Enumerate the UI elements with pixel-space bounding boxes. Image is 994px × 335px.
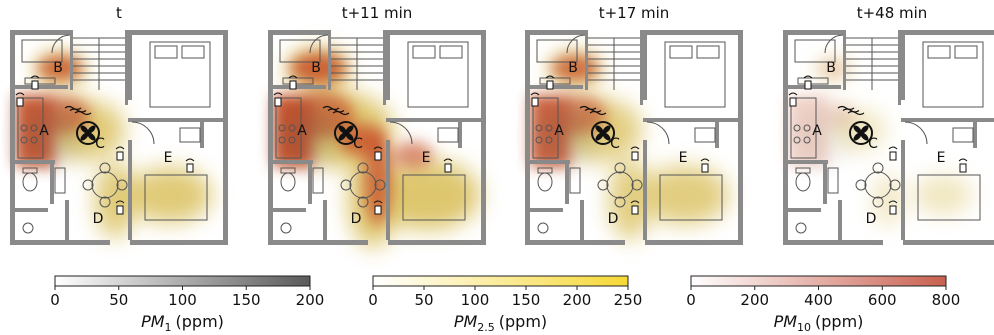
room-label: C: [353, 136, 363, 152]
sensor-icon: [274, 97, 282, 107]
sensor-icon: [374, 151, 382, 161]
sensor-icon: [959, 163, 967, 173]
colorbar-label: PM2.5 (ppm): [454, 312, 547, 334]
colorbar-tick-label: 0: [686, 291, 696, 309]
colorbar-tick-label: 600: [868, 291, 897, 309]
walls: [268, 30, 486, 245]
room-label: B: [568, 60, 578, 76]
room-label: C: [610, 136, 620, 152]
room-label: B: [311, 60, 321, 76]
sensor-icon: [804, 80, 812, 90]
room-label: D: [93, 211, 104, 227]
airflow-lines: [64, 105, 92, 116]
sensor-icon: [789, 97, 797, 107]
room-label: A: [812, 123, 822, 139]
room-label: B: [53, 60, 63, 76]
room-label: E: [937, 150, 946, 166]
sensor-icon: [631, 205, 639, 215]
colorbar-label: PM1 (ppm): [141, 312, 224, 334]
pm1-layer: [278, 105, 338, 165]
walls: [783, 30, 994, 245]
panel-title: t+48 min: [857, 4, 928, 22]
colorbar-tick-label: 150: [232, 291, 261, 309]
furniture: [532, 34, 726, 234]
colorbar-tick-label: 50: [414, 291, 433, 309]
floorplan-panel: t+48 min A B C D E: [783, 4, 994, 245]
room-label: B: [826, 60, 836, 76]
room-label: E: [679, 150, 688, 166]
sensor-icon: [631, 151, 639, 161]
sensors: [15, 75, 195, 215]
sensor-icon: [531, 97, 539, 107]
walls: [525, 30, 743, 245]
colorbar-tick-label: 0: [50, 291, 60, 309]
room-label: E: [164, 150, 173, 166]
panel-title: t+17 min: [599, 4, 670, 22]
sensor-icon: [889, 205, 897, 215]
colorbar-tick-label: 100: [168, 291, 197, 309]
colorbar-tick-label: 50: [109, 291, 128, 309]
walls: [10, 30, 228, 245]
sensor-icon: [889, 151, 897, 161]
pm1-layer: [535, 105, 595, 165]
room-label: D: [608, 211, 619, 227]
room-label: D: [866, 211, 877, 227]
room-label: D: [351, 211, 362, 227]
airflow-lines: [579, 105, 607, 116]
sensor-icon: [374, 205, 382, 215]
airflow-lines: [837, 105, 865, 116]
air-purifier-fan-icon: [849, 121, 873, 145]
room-label: E: [422, 150, 431, 166]
colorbar-label: PM10 (ppm): [774, 312, 864, 334]
sensor-icon: [116, 151, 124, 161]
colorbar-tick-label: 200: [296, 291, 325, 309]
colorbar-tick-label: 800: [932, 291, 961, 309]
colorbar-tick-label: 150: [512, 291, 541, 309]
sensors: [273, 75, 453, 215]
colorbar-gradient: [372, 275, 629, 287]
air-purifier-fan-icon: [76, 121, 100, 145]
colorbar: 0 200 400 600 800 PM10 (ppm): [686, 275, 961, 334]
furniture: [275, 34, 469, 234]
sensors: [530, 75, 710, 215]
colorbar-tick-label: 200: [740, 291, 769, 309]
panel-title: t+11 min: [342, 4, 413, 22]
sensor-icon: [16, 97, 24, 107]
room-label: C: [95, 136, 105, 152]
sensor-icon: [444, 163, 452, 173]
furniture: [790, 34, 984, 234]
sensors: [788, 75, 968, 215]
room-label: A: [39, 123, 49, 139]
sensor-icon: [116, 205, 124, 215]
colorbar-tick-label: 200: [563, 291, 592, 309]
colorbar-tick-label: 400: [804, 291, 833, 309]
colorbar-gradient: [690, 275, 947, 287]
airflow-lines: [322, 105, 350, 116]
colorbar-tick-label: 250: [614, 291, 643, 309]
sensor-icon: [186, 163, 194, 173]
floorplan-panel: t A B C D E: [10, 4, 228, 245]
colorbar: 0 50 100 150 200 PM1 (ppm): [50, 275, 325, 334]
colorbar-gradient: [54, 275, 311, 287]
air-purifier-fan-icon: [591, 121, 615, 145]
floorplan-panel: t+11 min A B C D E: [268, 4, 486, 248]
floorplan-panel: t+17 min A B C D E: [525, 4, 743, 245]
pm1-layer: [793, 105, 853, 165]
colorbar-tick-label: 0: [368, 291, 378, 309]
sensor-icon: [546, 80, 554, 90]
air-purifier-fan-icon: [334, 121, 358, 145]
room-label: A: [297, 123, 307, 139]
room-label: A: [554, 123, 564, 139]
colorbar-tick-label: 100: [461, 291, 490, 309]
colorbar: 0 50 100 150 200 250 PM2.5 (ppm): [368, 275, 643, 334]
room-label: C: [868, 136, 878, 152]
sensor-icon: [289, 80, 297, 90]
sensor-icon: [31, 80, 39, 90]
sensor-icon: [701, 163, 709, 173]
panel-title: t: [116, 4, 122, 22]
furniture: [17, 34, 211, 234]
pm1-layer: [20, 105, 80, 165]
